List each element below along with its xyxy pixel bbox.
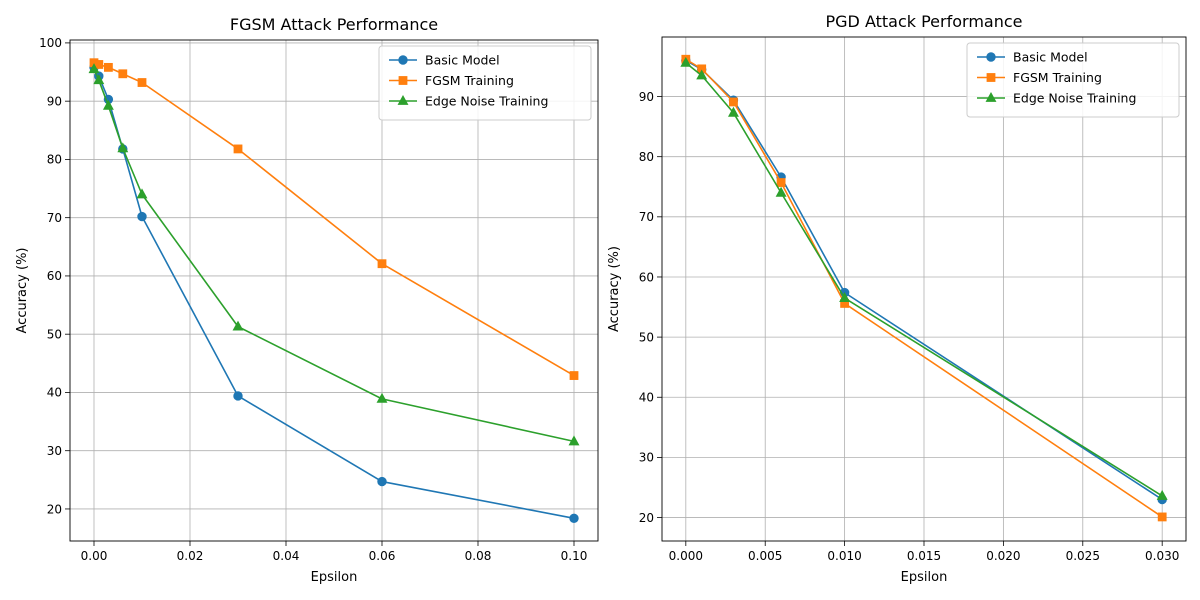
fgsm-legend-label: Edge Noise Training [425,94,548,109]
fgsm-xtick-label: 0.00 [81,549,108,563]
pgd-ticks: 0.000 0.005 0.010 0.015 0.020 0.025 0.030 20 30 4… [639,90,1180,563]
fgsm-xtick-label: 0.08 [465,549,492,563]
fgsm-ytick-label: 40 [47,386,62,400]
fgsm-data-point [137,211,147,222]
pgd-xtick-label: 0.010 [827,549,861,563]
fgsm-data-point [117,142,129,153]
fgsm-data-point [93,74,105,85]
fgsm-chart-title: FGSM Attack Performance [230,15,438,34]
pgd-data-point [696,69,708,80]
fgsm-data-point [569,371,579,380]
fgsm-series-line [93,68,575,443]
fgsm-legend-box [378,45,592,121]
pgd-legend-box [966,42,1180,118]
fgsm-data-point [569,513,579,523]
fgsm-ytick-label: 20 [47,502,62,516]
fgsm-legend-entry: Basic Model [389,53,500,68]
fgsm-legend-entry: Edge Noise Training [389,94,548,109]
fgsm-ytick-label: 90 [47,94,62,108]
pgd-legend-entry: Basic Model [977,50,1088,65]
fgsm-xtick-label: 0.02 [177,549,204,563]
pgd-legend-swatch-marker [986,73,996,82]
fgsm-x-axis-label: Epsilon [311,570,358,585]
fgsm-xtick-label: 0.04 [273,549,300,563]
fgsm-xtick-label: 0.10 [561,549,588,563]
fgsm-legend-label: FGSM Training [425,73,514,88]
pgd-chart-title: PGD Attack Performance [825,12,1022,31]
pgd-ytick-label: 80 [639,150,654,164]
pgd-y-axis-label: Accuracy (%) [607,246,622,332]
fgsm-data-point [233,391,243,401]
pgd-series-2 [680,56,1168,500]
fgsm-legend-swatch-marker [397,94,409,105]
pgd-ytick-label: 20 [639,511,654,525]
fgsm-legend-entry: FGSM Training [389,73,514,88]
pgd-legend-swatch-marker [985,91,997,102]
fgsm-series-2 [88,63,580,446]
pgd-legend-entry: Edge Noise Training [977,91,1136,106]
pgd-x-axis-label: Epsilon [901,570,948,585]
fgsm-ytick-label: 50 [47,327,62,341]
pgd-legend-label: Basic Model [1013,50,1088,65]
pgd-data-point [775,186,787,197]
fgsm-data-point [136,188,148,199]
pgd-ytick-label: 70 [639,210,654,224]
fgsm-ytick-label: 80 [47,153,62,167]
fgsm-ytick-label: 30 [47,444,62,458]
pgd-data-point [680,56,692,67]
pgd-xtick-label: 0.000 [669,549,703,563]
fgsm-ytick-label: 100 [39,36,62,50]
fgsm-data-point [377,259,387,269]
pgd-xtick-label: 0.015 [907,549,941,563]
pgd-ytick-label: 40 [639,391,654,405]
pgd-data-point [727,106,739,117]
pgd-legend-swatch-marker [986,52,996,62]
pgd-ytick-label: 90 [639,90,654,104]
pgd-xtick-label: 0.030 [1145,549,1179,563]
fgsm-legend: Basic Model FGSM Training Edge Noise Train… [378,45,592,121]
fgsm-y-axis-label: Accuracy (%) [15,248,30,334]
fgsm-legend-label: Basic Model [425,53,500,68]
pgd-ytick-label: 50 [639,330,654,344]
pgd-chart-panel: 0.000 0.005 0.010 0.015 0.020 0.025 0.030 20 30 4… [607,12,1187,585]
fgsm-data-point [137,78,147,87]
pgd-data-point [776,178,786,187]
fgsm-data-point [376,392,388,403]
fgsm-data-point [102,99,114,110]
pgd-data-point [1156,489,1168,500]
pgd-ytick-label: 60 [639,270,654,284]
fgsm-data-point [104,62,113,72]
pgd-legend-entry: FGSM Training [977,70,1102,85]
fgsm-ticks: 0.00 0.02 0.04 0.06 0.08 0.10 20 30 40 50 60 70 80 90… [39,36,587,563]
pgd-axes-frame [661,36,1187,542]
pgd-legend-label: Edge Noise Training [1013,91,1136,106]
pgd-ytick-label: 30 [639,451,654,465]
fgsm-ytick-label: 60 [47,269,62,283]
fgsm-grid [70,40,598,541]
fgsm-data-point [94,60,104,69]
fgsm-data-point [88,63,100,74]
pgd-xtick-label: 0.005 [748,549,782,563]
fgsm-data-point [118,69,128,79]
pgd-data-point [1157,512,1167,522]
pgd-xtick-label: 0.025 [1066,549,1100,563]
pgd-xtick-label: 0.020 [986,549,1020,563]
fgsm-ytick-label: 70 [47,211,62,225]
pgd-data-point [729,97,738,107]
fgsm-data-point [568,435,580,446]
fgsm-series-1 [89,58,579,380]
fgsm-axes-frame [69,39,599,542]
fgsm-xtick-label: 0.06 [369,549,396,563]
fgsm-legend-swatch-marker [398,76,408,85]
fgsm-data-point [377,476,387,487]
pgd-legend: Basic Model FGSM Training Edge Noise Train… [966,42,1180,118]
pgd-legend-label: FGSM Training [1013,70,1102,85]
pgd-series-line [685,62,1163,497]
fgsm-chart-panel: 0.00 0.02 0.04 0.06 0.08 0.10 20 30 40 50 60 70 80 90… [15,15,599,585]
fgsm-legend-swatch-marker [398,55,408,65]
fgsm-data-point [232,320,244,331]
pgd-data-point [839,291,851,302]
fgsm-data-point [233,144,243,154]
